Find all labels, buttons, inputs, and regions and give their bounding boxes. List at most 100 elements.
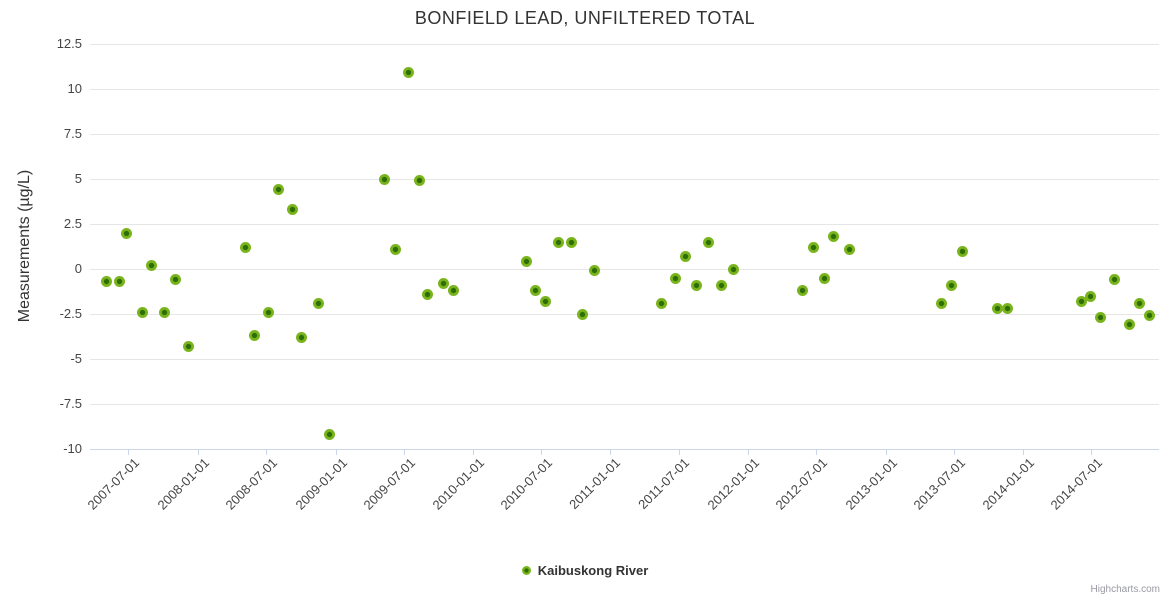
scatter-point[interactable]: [240, 241, 251, 253]
scatter-point[interactable]: [448, 285, 460, 297]
y-gridline: [90, 404, 1159, 405]
scatter-point[interactable]: [690, 279, 702, 291]
scatter-point[interactable]: [296, 331, 308, 343]
x-axis-tick-label: 2010-07-01: [496, 455, 555, 513]
y-gridline: [90, 314, 1159, 315]
x-axis-tick-label: 2008-07-01: [221, 455, 280, 513]
scatter-point[interactable]: [146, 259, 158, 271]
scatter-point[interactable]: [728, 263, 740, 275]
y-axis-tick-label: -2.5: [59, 306, 82, 321]
scatter-point[interactable]: [956, 245, 968, 257]
scatter-point[interactable]: [946, 279, 958, 291]
chart-title: BONFIELD LEAD, UNFILTERED TOTAL: [414, 8, 756, 28]
scatter-point[interactable]: [390, 243, 402, 255]
x-axis-tick: [336, 449, 337, 455]
x-axis-tick: [1023, 449, 1024, 455]
scatter-point[interactable]: [1002, 303, 1014, 315]
scatter-point[interactable]: [1124, 319, 1136, 331]
scatter-point[interactable]: [992, 303, 1003, 315]
legend-label: Kaibuskong River: [537, 563, 649, 578]
x-axis-tick-label: 2008-01-01: [153, 455, 212, 513]
x-axis-tick-label: 2011-07-01: [635, 455, 693, 512]
scatter-point[interactable]: [818, 272, 830, 284]
legend: Kaibuskong River: [0, 563, 1170, 578]
scatter-point[interactable]: [656, 297, 668, 309]
highcharts-credits-link[interactable]: Highcharts.com: [1090, 584, 1160, 595]
y-gridline: [90, 179, 1159, 180]
scatter-point[interactable]: [703, 236, 715, 248]
scatter-point[interactable]: [828, 231, 840, 243]
scatter-point[interactable]: [566, 236, 578, 248]
scatter-point[interactable]: [378, 173, 390, 185]
x-axis-tick-label: 2014-01-01: [978, 455, 1037, 513]
scatter-point[interactable]: [715, 279, 727, 291]
scatter-point[interactable]: [249, 330, 261, 342]
scatter-point[interactable]: [183, 340, 195, 352]
y-gridline: [90, 269, 1159, 270]
scatter-point[interactable]: [669, 272, 681, 284]
x-axis-tick-label: 2007-07-01: [83, 455, 142, 513]
y-axis-tick-label: 12.5: [56, 36, 82, 51]
scatter-point[interactable]: [438, 277, 450, 289]
y-axis-tick-label: 7.5: [63, 126, 82, 141]
scatter-point[interactable]: [935, 297, 947, 309]
scatter-point[interactable]: [273, 184, 285, 196]
scatter-point[interactable]: [807, 241, 819, 253]
scatter-point[interactable]: [413, 175, 425, 187]
scatter-point[interactable]: [529, 285, 541, 297]
scatter-point[interactable]: [159, 306, 171, 318]
x-axis-tick-label: 2012-01-01: [703, 455, 762, 513]
scatter-point[interactable]: [121, 227, 133, 239]
x-axis-tick: [541, 449, 542, 455]
x-axis-tick-label: 2012-07-01: [771, 455, 830, 513]
x-axis-tick: [679, 449, 680, 455]
y-gridline: [90, 89, 1159, 90]
scatter-point[interactable]: [100, 276, 112, 288]
y-axis-tick-label: 5: [74, 171, 82, 186]
scatter-point[interactable]: [552, 236, 564, 248]
scatter-point[interactable]: [679, 250, 691, 262]
scatter-point[interactable]: [1143, 310, 1155, 322]
x-axis-tick: [198, 449, 199, 455]
scatter-point[interactable]: [287, 204, 299, 216]
scatter-point[interactable]: [577, 308, 589, 320]
x-axis-tick-label: 2013-01-01: [841, 455, 900, 513]
scatter-point[interactable]: [324, 429, 336, 441]
scatter-point[interactable]: [1085, 290, 1096, 302]
scatter-point[interactable]: [844, 243, 856, 255]
x-axis-tick-label: 2014-07-01: [1046, 455, 1105, 513]
x-axis-tick-label: 2009-07-01: [359, 455, 418, 513]
scatter-point[interactable]: [1075, 295, 1087, 307]
scatter-point[interactable]: [1094, 312, 1106, 324]
scatter-point[interactable]: [539, 295, 551, 307]
x-axis-tick: [128, 449, 129, 455]
scatter-point[interactable]: [313, 297, 325, 309]
scatter-point[interactable]: [520, 256, 532, 268]
scatter-point[interactable]: [403, 67, 415, 79]
x-axis-tick: [266, 449, 267, 455]
y-axis-tick-label: -5: [70, 351, 82, 366]
scatter-point[interactable]: [113, 276, 125, 288]
legend-item-kaibuskong-river[interactable]: Kaibuskong River: [521, 563, 649, 578]
y-axis-tick-label: -10: [63, 441, 82, 456]
x-axis-tick: [816, 449, 817, 455]
y-axis-tick-label: 0: [74, 261, 82, 276]
scatter-point[interactable]: [1133, 297, 1145, 309]
x-axis-tick: [886, 449, 887, 455]
scatter-point[interactable]: [169, 274, 181, 286]
y-gridline: [90, 224, 1159, 225]
x-axis-tick-label: 2009-01-01: [291, 455, 350, 513]
scatter-point[interactable]: [796, 285, 808, 297]
x-axis-tick: [748, 449, 749, 455]
scatter-point[interactable]: [589, 265, 601, 277]
x-axis-tick: [404, 449, 405, 455]
scatter-point[interactable]: [262, 306, 274, 318]
x-axis-tick-label: 2011-01-01: [566, 455, 624, 512]
scatter-point[interactable]: [421, 288, 433, 300]
y-axis-tick-label: -7.5: [59, 396, 82, 411]
scatter-point[interactable]: [1109, 274, 1121, 286]
scatter-point[interactable]: [136, 306, 148, 318]
y-axis-tick-label: 10: [67, 81, 82, 96]
x-axis-tick-label: 2010-01-01: [428, 455, 487, 513]
